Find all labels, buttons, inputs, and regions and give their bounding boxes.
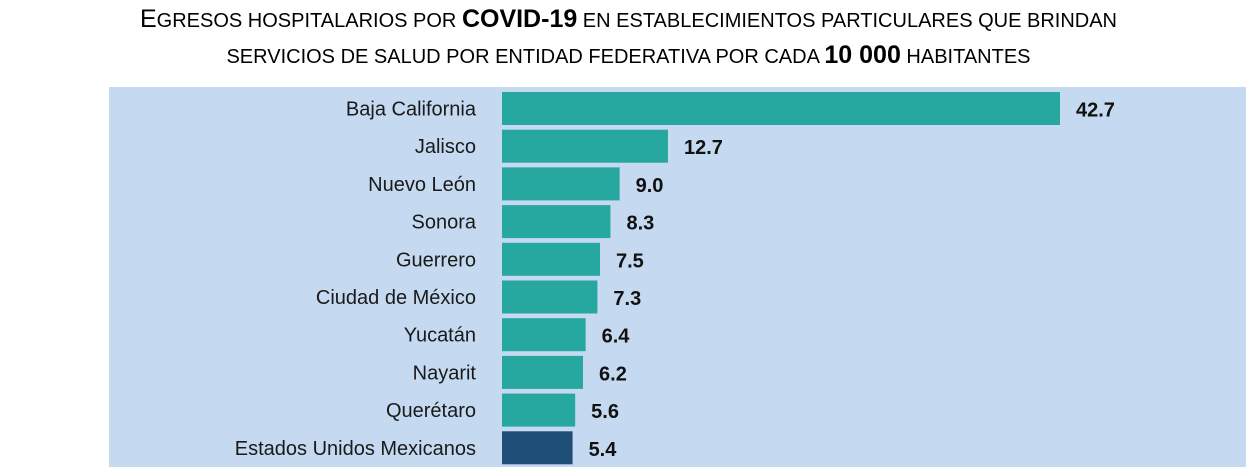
- category-label: Nuevo León: [368, 174, 476, 196]
- bar: [502, 242, 601, 276]
- title-highlight-covid: COVID-19: [461, 5, 578, 33]
- category-label: Guerrero: [396, 249, 476, 271]
- chart-title-line-2: SERVICIOS DE SALUD POR ENTIDAD FEDERATIV…: [0, 42, 1257, 70]
- value-label: 6.4: [602, 326, 631, 348]
- category-label: Estados Unidos Mexicanos: [235, 438, 476, 460]
- category-label: Querétaro: [386, 400, 476, 422]
- value-label: 8.3: [626, 213, 654, 235]
- bar: [502, 92, 1060, 125]
- value-label: 12.7: [684, 137, 723, 159]
- category-label: Ciudad de México: [316, 287, 476, 309]
- bar-chart: Baja California 42.7 Jalisco 12.7 Nuevo León…: [109, 87, 1246, 467]
- category-label: Nayarit: [413, 362, 477, 384]
- value-label: 7.3: [613, 288, 641, 310]
- value-label: 5.6: [591, 401, 619, 423]
- bar: [502, 205, 611, 239]
- title-highlight-population: 10 000: [824, 41, 901, 69]
- chart-title-line-1: EGRESOS HOSPITALARIOS POR COVID-19 EN ES…: [0, 6, 1257, 34]
- value-label: 9.0: [636, 175, 664, 197]
- value-label: 6.2: [599, 363, 627, 385]
- bar-national-total: [502, 431, 573, 465]
- bar: [502, 129, 668, 163]
- bar: [502, 355, 584, 389]
- category-label: Jalisco: [415, 136, 476, 158]
- bar: [502, 318, 586, 352]
- value-label: 7.5: [616, 250, 644, 272]
- title-initial: E: [139, 5, 157, 33]
- bar: [502, 393, 576, 427]
- title-line-1-part-2: EN ESTABLECIMIENTOS PARTICULARES QUE BRI…: [577, 10, 1117, 32]
- title-line-2-part-1: SERVICIOS DE SALUD POR ENTIDAD FEDERATIV…: [226, 46, 825, 68]
- value-label: 5.4: [589, 439, 618, 461]
- category-label: Sonora: [412, 212, 477, 234]
- category-label: Yucatán: [404, 325, 476, 347]
- value-label: 42.7: [1076, 100, 1115, 122]
- bar: [502, 167, 620, 201]
- title-line-2-part-2: HABITANTES: [900, 46, 1031, 68]
- bar: [502, 280, 598, 314]
- title-line-1-part-1: GRESOS HOSPITALARIOS POR: [156, 10, 462, 32]
- chart-panel: Baja California 42.7 Jalisco 12.7 Nuevo León…: [109, 87, 1246, 467]
- category-label: Baja California: [346, 99, 477, 121]
- plot-background: [109, 87, 1246, 467]
